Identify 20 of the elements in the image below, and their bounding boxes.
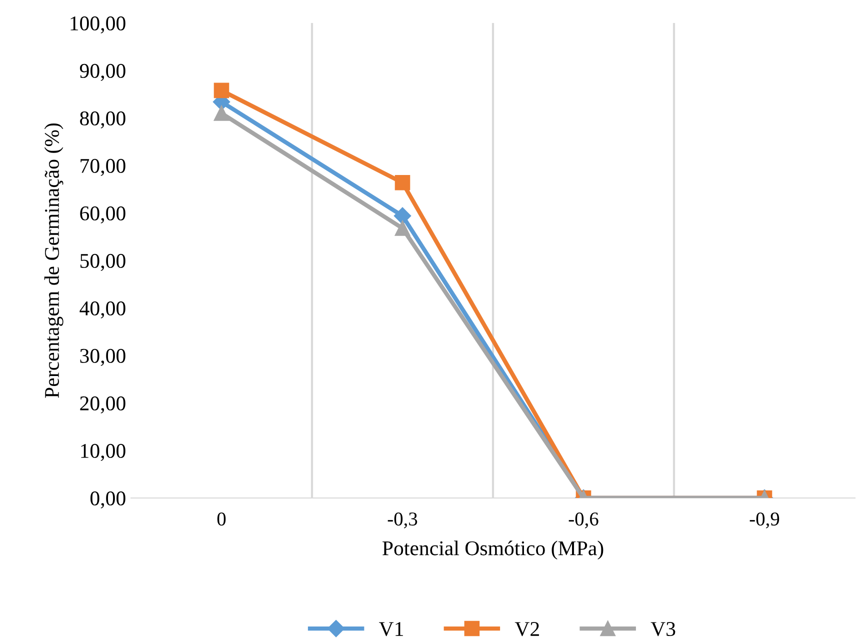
legend-label: V1 xyxy=(379,622,403,636)
y-tick-label: 70,00 xyxy=(80,158,126,176)
x-tick-label: -0,3 xyxy=(388,512,418,528)
y-tick-label: 10,00 xyxy=(81,444,126,461)
y-axis-title: Percentagem de Germinação (%) xyxy=(44,123,64,398)
y-tick-label: 60,00 xyxy=(80,206,126,224)
y-tick-label: 0,00 xyxy=(90,491,126,508)
legend-label: V3 xyxy=(650,622,676,636)
y-tick-label: 40,00 xyxy=(80,301,126,318)
y-tick-label: 30,00 xyxy=(80,348,126,366)
x-tick-label: 0 xyxy=(217,512,226,526)
y-tick-label: 20,00 xyxy=(80,396,126,414)
y-tick-label: 90,00 xyxy=(80,64,126,81)
x-tick-label: -0,6 xyxy=(568,512,598,528)
x-tick-label: -0,9 xyxy=(750,512,780,528)
y-tick-label: 80,00 xyxy=(80,111,126,128)
x-axis-title: Potencial Osmótico (MPa) xyxy=(382,540,604,560)
y-tick-label: 100,00 xyxy=(70,16,126,34)
y-tick-label: 50,00 xyxy=(80,254,126,271)
legend-label: V2 xyxy=(514,622,539,636)
